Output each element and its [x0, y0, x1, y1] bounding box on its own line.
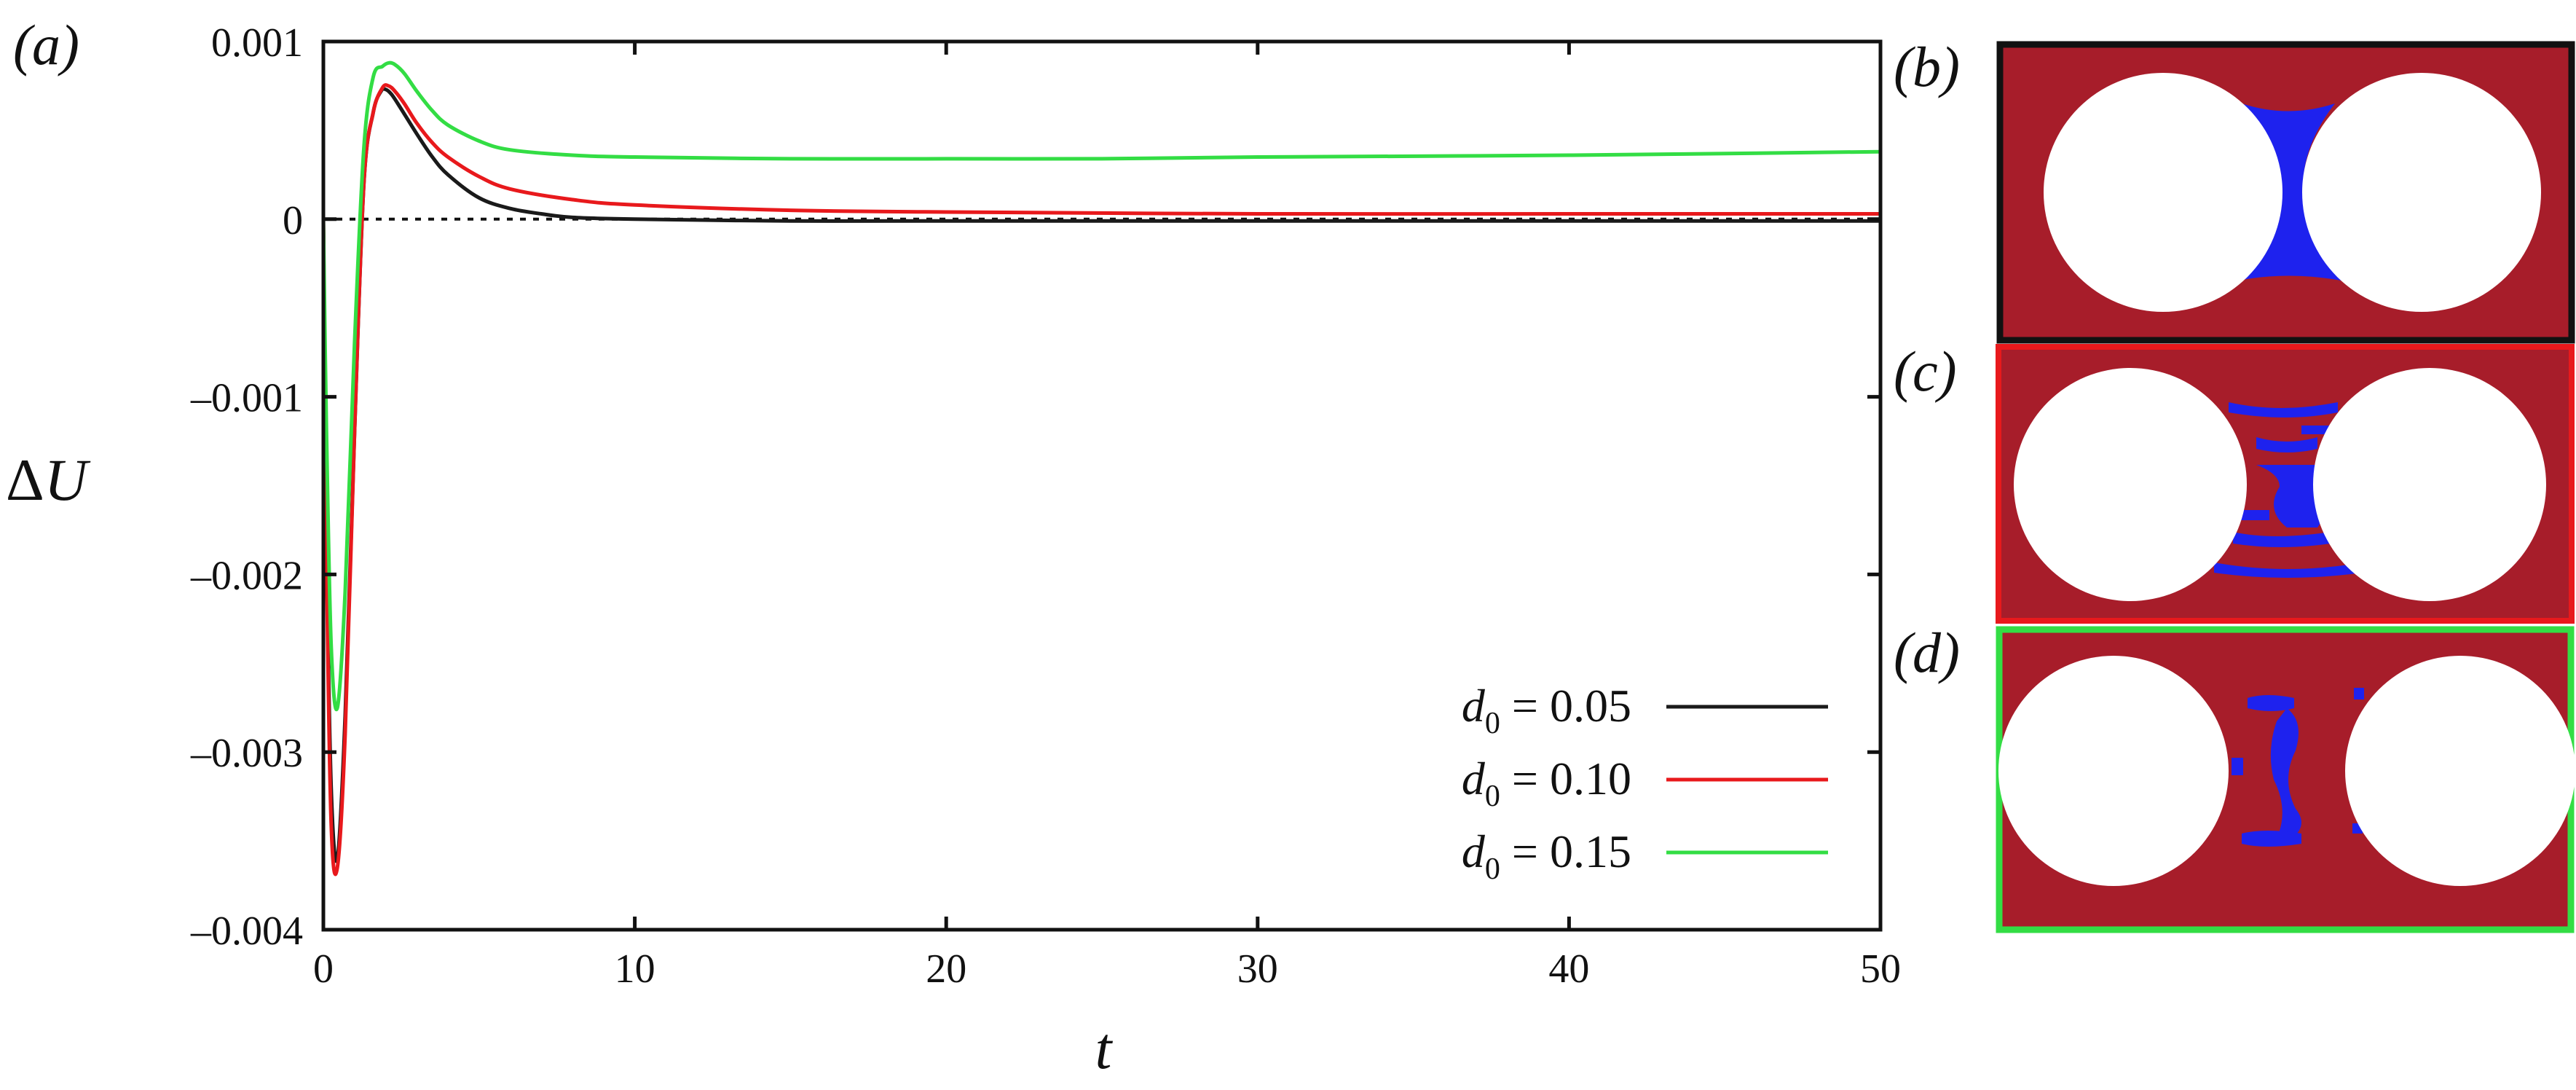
y-tick-label: 0.001	[211, 20, 303, 66]
legend-label-sub: 0	[1485, 707, 1500, 740]
legend-label-3: d0 = 0.15	[1462, 826, 1631, 886]
inset-b-particle-left	[2044, 73, 2282, 312]
y-tick-label: –0.004	[190, 909, 303, 954]
plot-frame	[321, 39, 1883, 932]
inset-c-blue-phase	[2214, 402, 2363, 578]
legend-label-var: d	[1462, 680, 1486, 732]
inset-d-blue-phase	[2232, 688, 2364, 847]
ticks-layer: 0 10 20 30 40 50 0.001 0 –0.001 –0.002 –0.003 –0.00…	[190, 20, 1901, 992]
inset-panel-d: (d)	[1894, 621, 2575, 933]
inset-b-particle-right	[2302, 73, 2541, 312]
legend-label-value: = 0.15	[1500, 826, 1631, 877]
legend-label-sub: 0	[1485, 780, 1500, 813]
legend-label-var: d	[1462, 753, 1486, 804]
x-tick-label: 10	[615, 946, 655, 992]
y-axis-label: ΔU	[6, 447, 91, 513]
legend-label-sub: 0	[1485, 852, 1500, 886]
y-tick-label: –0.001	[190, 376, 303, 421]
x-tick-label: 50	[1860, 946, 1901, 992]
legend-label-var: d	[1462, 826, 1486, 877]
inset-c-particle-left	[2014, 368, 2247, 601]
inset-b-blue-phase	[2234, 103, 2345, 281]
y-tick-label: –0.002	[190, 553, 303, 598]
series-line-2	[321, 83, 1880, 877]
y-tick-label: –0.003	[190, 731, 303, 776]
x-tick-label: 30	[1237, 946, 1278, 992]
series-layer	[321, 60, 1881, 877]
series-line-3	[321, 60, 1881, 711]
legend-label-1: d0 = 0.05	[1462, 680, 1631, 740]
x-tick-label: 20	[926, 946, 966, 992]
legend-label-value: = 0.10	[1500, 753, 1631, 804]
y-axis-label-delta: Δ	[6, 447, 44, 513]
inset-panel-c: (c)	[1894, 340, 2575, 624]
legend-label-2: d0 = 0.10	[1462, 753, 1631, 813]
x-tick-label: 40	[1548, 946, 1589, 992]
panel-label-d: (d)	[1894, 621, 1960, 684]
series-line-1	[321, 87, 1880, 863]
inset-d-particle-right	[2345, 656, 2575, 886]
panel-label-a: (a)	[13, 13, 79, 77]
y-axis-label-var: U	[44, 447, 91, 513]
x-tick-label: 0	[313, 946, 334, 992]
panel-label-b: (b)	[1894, 35, 1960, 98]
x-axis-label: t	[1095, 1015, 1114, 1081]
inset-panel-b: (b)	[1894, 35, 2575, 344]
y-tick-label: 0	[283, 198, 303, 243]
inset-d-particle-left	[1998, 656, 2229, 886]
main-plot: (a) 0 10 20 30 40 50 0.001 0 –0.001 –0.002 –0.003 –…	[6, 13, 1901, 1081]
inset-c-particle-right	[2313, 368, 2546, 601]
panel-label-c: (c)	[1894, 340, 1957, 403]
legend-label-value: = 0.05	[1500, 680, 1631, 732]
